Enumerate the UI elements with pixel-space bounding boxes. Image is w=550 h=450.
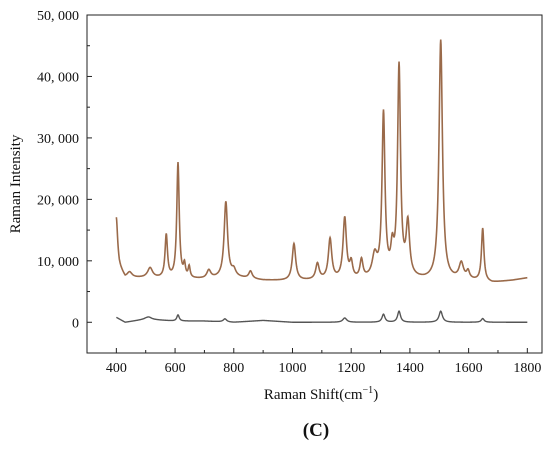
series-line-2 [116,310,528,323]
x-axis-ticks: 400 600 800 1000 1200 1400 1600 1800 [86,348,541,376]
y-tick-label: 20, 000 [37,193,79,208]
y-tick-label: 40, 000 [37,70,79,85]
x-tick-label: 800 [223,361,244,376]
x-tick-label: 1600 [455,361,483,376]
y-axis-ticks: 0 10, 000 20, 000 30, 000 40, 000 50, 000 [37,9,92,354]
x-tick-label: 600 [165,361,186,376]
y-tick-label: 10, 000 [37,255,79,270]
x-tick-label: 1800 [513,361,541,376]
x-tick-label: 1000 [278,361,306,376]
x-tick-label: 1200 [337,361,365,376]
x-axis-title-suffix: ) [373,387,378,403]
panel-label: (C) [303,420,329,441]
y-tick-label: 30, 000 [37,132,79,147]
y-axis-title: Raman Intensity [8,134,24,233]
series-layer [115,39,528,323]
x-tick-label: 1400 [396,361,424,376]
x-axis-title: Raman Shift(cm−1) [264,385,378,403]
x-axis-title-superscript: −1 [363,385,374,396]
series-line-1 [115,39,528,282]
y-tick-label: 0 [72,316,79,331]
x-axis-title-main: Raman Shift(cm [264,387,363,403]
plot-frame [86,14,543,354]
x-tick-label: 400 [106,361,127,376]
y-tick-label: 50, 000 [37,9,79,24]
